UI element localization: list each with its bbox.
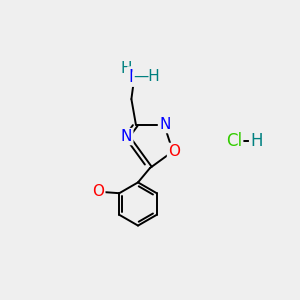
Text: N: N <box>121 129 132 144</box>
Text: Cl: Cl <box>226 132 242 150</box>
Text: N: N <box>159 117 170 132</box>
Text: —H: —H <box>134 69 160 84</box>
Text: H: H <box>250 132 263 150</box>
Text: N: N <box>128 68 141 85</box>
Text: O: O <box>92 184 104 199</box>
Text: O: O <box>168 144 180 159</box>
Text: H: H <box>120 61 132 76</box>
